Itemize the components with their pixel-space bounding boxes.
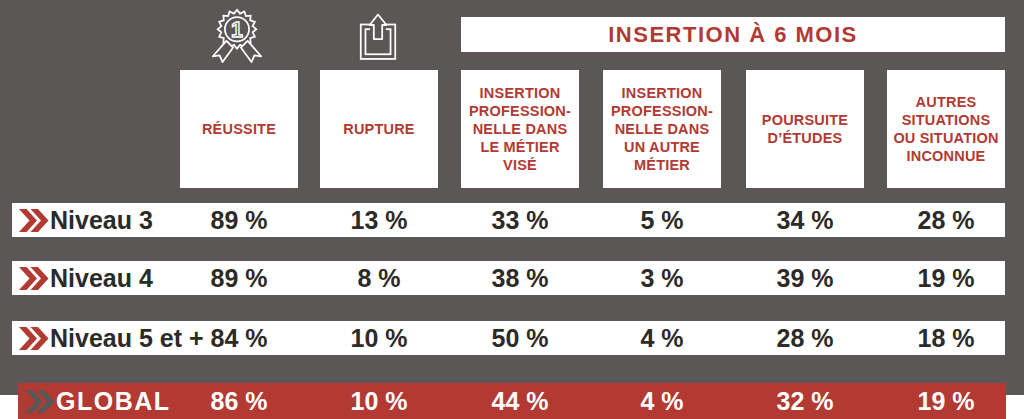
double-chevron-icon — [19, 327, 49, 350]
value-cell: 10 % — [320, 383, 438, 419]
value-cell: 5 % — [603, 203, 721, 237]
double-chevron-icon — [19, 209, 49, 232]
value-cell: 19 % — [887, 261, 1005, 295]
value-cell: 32 % — [746, 383, 864, 419]
value-cell: 44 % — [461, 383, 579, 419]
value-cell: 3 % — [603, 261, 721, 295]
row-label: Niveau 4 — [50, 261, 153, 295]
first-place-medal-icon: 1 — [206, 8, 268, 64]
double-chevron-icon — [25, 390, 55, 413]
value-cell: 28 % — [887, 203, 1005, 237]
row-label: GLOBAL — [56, 383, 171, 419]
column-header-poursuite-etudes: POURSUITE D’ÉTUDES — [746, 70, 864, 188]
value-cell: 28 % — [746, 321, 864, 355]
table-row-niveau-4: Niveau 4 89 % 8 % 38 % 3 % 39 % 19 % — [12, 261, 1005, 295]
table-row-niveau-5-et-plus: Niveau 5 et + 84 % 10 % 50 % 4 % 28 % 18… — [12, 321, 1005, 355]
value-cell: 4 % — [603, 383, 721, 419]
value-cell: 33 % — [461, 203, 579, 237]
value-cell: 38 % — [461, 261, 579, 295]
exit-arrow-icon — [358, 13, 398, 60]
value-cell: 18 % — [887, 321, 1005, 355]
row-label: Niveau 3 — [50, 203, 153, 237]
value-cell: 10 % — [320, 321, 438, 355]
double-chevron-icon — [19, 267, 49, 290]
infographic-table: 1 INSERTION À 6 MOIS RÉUSSITE RUPTURE IN… — [0, 0, 1024, 419]
svg-text:1: 1 — [231, 18, 243, 42]
value-cell: 13 % — [320, 203, 438, 237]
column-header-autres-situations: AUTRES SITUATIONS OU SITUATION INCONNUE — [887, 70, 1005, 188]
column-header-rupture: RUPTURE — [320, 70, 438, 188]
value-cell: 84 % — [180, 321, 298, 355]
value-cell: 89 % — [180, 261, 298, 295]
table-row-global: GLOBAL 86 % 10 % 44 % 4 % 32 % 19 % — [18, 383, 1006, 419]
value-cell: 50 % — [461, 321, 579, 355]
value-cell: 34 % — [746, 203, 864, 237]
table-row-niveau-3: Niveau 3 89 % 13 % 33 % 5 % 34 % 28 % — [12, 203, 1005, 237]
value-cell: 4 % — [603, 321, 721, 355]
value-cell: 89 % — [180, 203, 298, 237]
value-cell: 39 % — [746, 261, 864, 295]
value-cell: 19 % — [887, 383, 1005, 419]
group-header-insertion-6-mois: INSERTION À 6 MOIS — [461, 17, 1005, 52]
value-cell: 86 % — [180, 383, 298, 419]
column-header-insertion-metier-vise: INSERTION PROFESSION- NELLE DANS LE MÉTI… — [461, 70, 579, 188]
column-header-reussite: RÉUSSITE — [180, 70, 298, 188]
column-header-insertion-autre-metier: INSERTION PROFESSION- NELLE DANS UN AUTR… — [603, 70, 721, 188]
value-cell: 8 % — [320, 261, 438, 295]
